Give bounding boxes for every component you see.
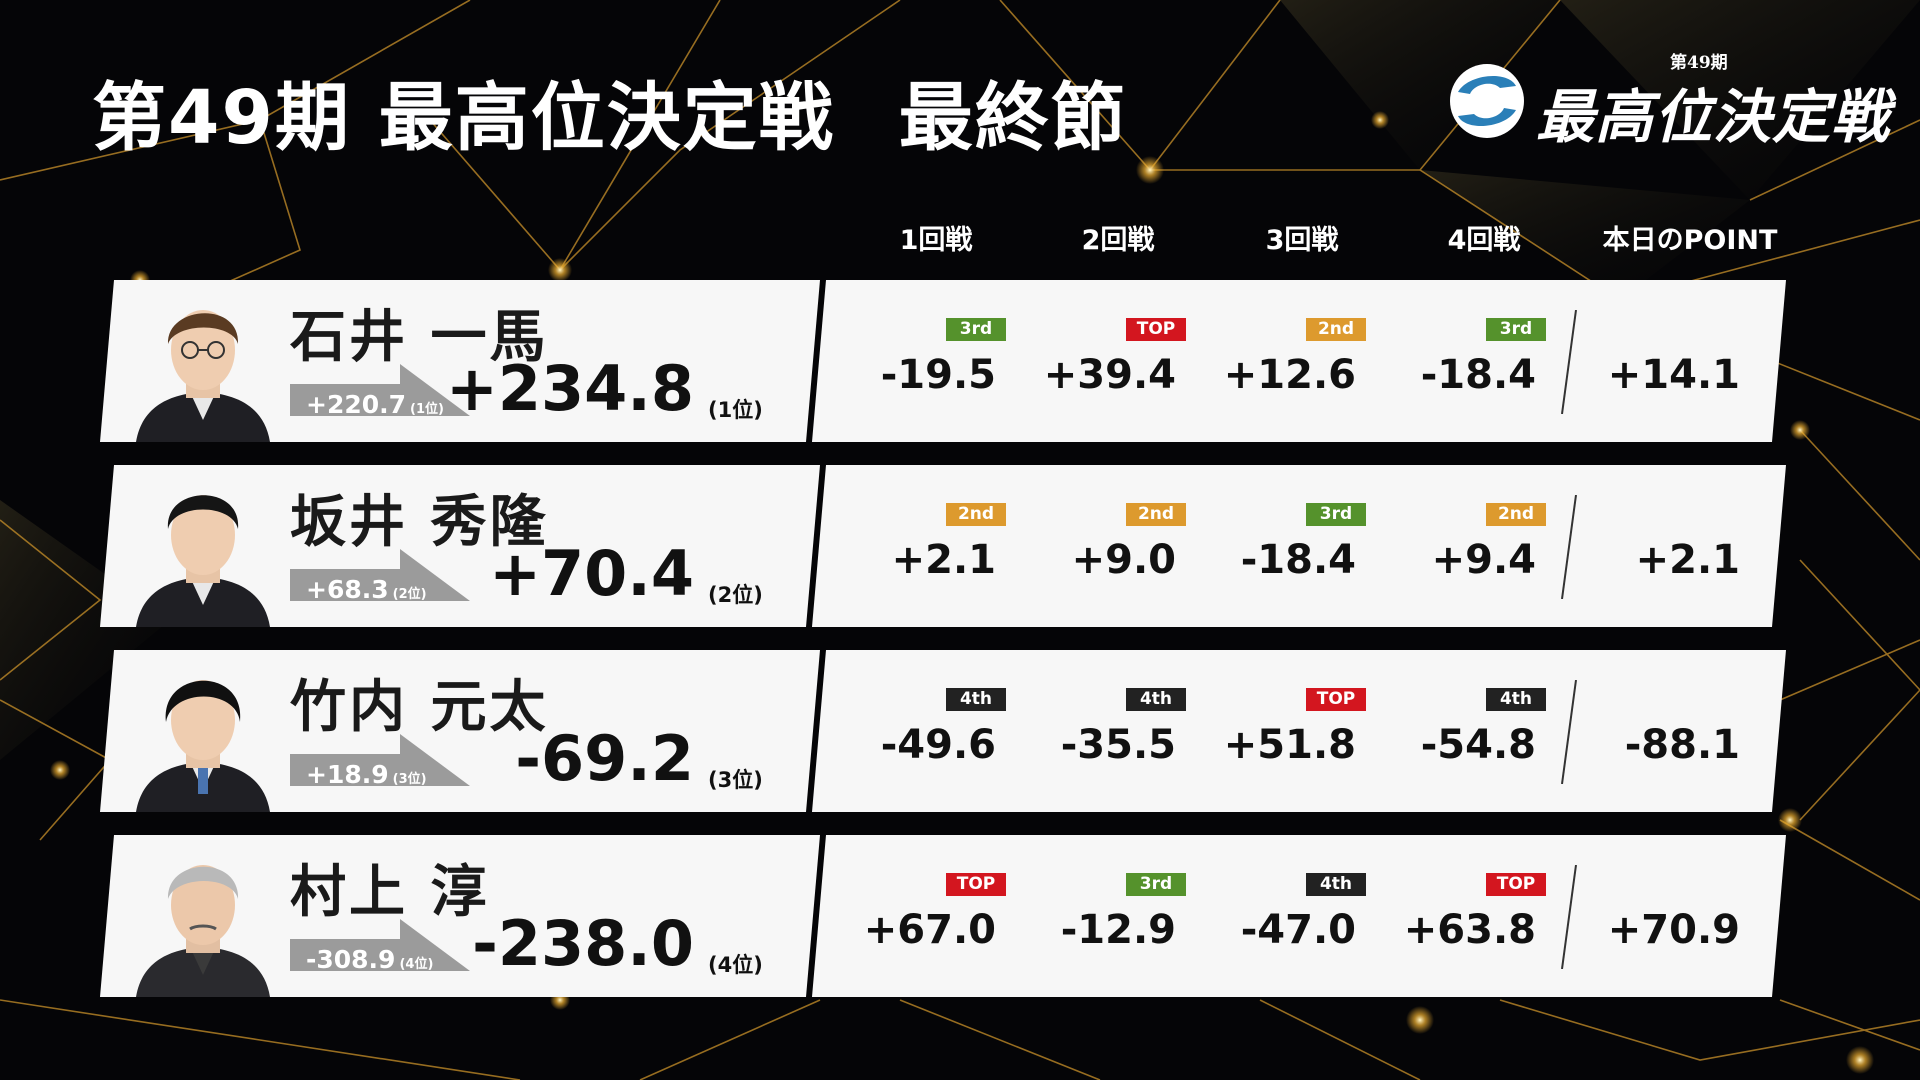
player-name: 竹内 元太 xyxy=(290,675,549,740)
column-divider xyxy=(1561,865,1577,969)
player-name: 坂井 秀隆 xyxy=(290,490,549,555)
game-rank-badge: TOP xyxy=(1486,873,1546,896)
column-header-game-2: 2回戦 xyxy=(1081,225,1155,256)
game-score: +9.0 xyxy=(1071,537,1176,583)
player-photo-icon xyxy=(136,495,270,627)
arrow-tag-icon xyxy=(290,734,470,786)
player-row: 坂井 秀隆 +68.3 (2位) +70.4 (2位) 2nd 2nd 3rd 2… xyxy=(0,465,1920,627)
game-score: -19.5 xyxy=(880,352,996,398)
game-rank-badge: 3rd xyxy=(1126,873,1186,896)
game-score: +39.4 xyxy=(1043,352,1176,398)
day-point: +14.1 xyxy=(1607,352,1740,398)
player-photo-icon xyxy=(136,865,270,997)
game-score: +9.4 xyxy=(1431,537,1536,583)
previous-points-tag: +220.7 (1位) xyxy=(290,364,470,426)
current-rank: (2位) xyxy=(708,583,763,607)
logo-name: 最高位決定戦 xyxy=(1536,83,1891,151)
column-divider xyxy=(1561,310,1577,414)
logo-edition: 第49期 xyxy=(1670,53,1728,73)
previous-points: -308.9 xyxy=(306,945,396,974)
game-rank-badge: 2nd xyxy=(1306,318,1366,341)
game-rank-badge: TOP xyxy=(1126,318,1186,341)
game-rank-badge: TOP xyxy=(946,873,1006,896)
player-name: 石井 一馬 xyxy=(290,305,549,370)
game-rank-badge: 3rd xyxy=(1486,318,1546,341)
player-row: 竹内 元太 +18.9 (3位) -69.2 (3位) 4th 4th TOP 4… xyxy=(0,650,1920,812)
game-score: -49.6 xyxy=(880,722,996,768)
scores-panel xyxy=(812,650,1786,812)
current-rank: (3位) xyxy=(708,768,763,792)
scores-panel xyxy=(812,465,1786,627)
game-rank-badge: 2nd xyxy=(946,503,1006,526)
arrow-tag-icon xyxy=(290,919,470,971)
previous-rank: (3位) xyxy=(392,772,427,787)
previous-points-tag: +68.3 (2位) xyxy=(290,549,470,611)
game-rank-badge: 4th xyxy=(1486,688,1546,711)
game-score: -54.8 xyxy=(1420,722,1536,768)
game-score: -18.4 xyxy=(1420,352,1536,398)
column-header-game-3: 3回戦 xyxy=(1265,225,1339,256)
current-rank: (4位) xyxy=(708,953,763,977)
column-header-game-4: 4回戦 xyxy=(1447,225,1521,256)
title-main: 第49期 最高位決定戦 xyxy=(92,75,835,161)
game-rank-badge: 3rd xyxy=(946,318,1006,341)
total-points: +234.8 xyxy=(445,352,694,425)
game-rank-badge: 3rd xyxy=(1306,503,1366,526)
total-points: -69.2 xyxy=(515,722,694,795)
game-rank-badge: 4th xyxy=(1126,688,1186,711)
total-points: +70.4 xyxy=(489,537,694,610)
logo-mark-icon xyxy=(1450,64,1524,138)
arrow-tag-icon xyxy=(290,364,470,416)
previous-points: +220.7 xyxy=(306,390,407,419)
player-photo-icon xyxy=(136,310,270,442)
previous-points: +68.3 xyxy=(306,575,389,604)
tournament-logo: 第49期 最高位決定戦 xyxy=(1448,48,1889,151)
player-name: 村上 淳 xyxy=(290,860,490,925)
game-score: -12.9 xyxy=(1060,907,1176,953)
current-rank: (1位) xyxy=(708,398,763,422)
game-rank-badge: 4th xyxy=(1306,873,1366,896)
column-divider xyxy=(1561,680,1577,784)
game-rank-badge: 4th xyxy=(946,688,1006,711)
day-point: +70.9 xyxy=(1607,907,1740,953)
title-sub: 最終節 xyxy=(898,75,1127,161)
game-score: +63.8 xyxy=(1403,907,1536,953)
day-point: -88.1 xyxy=(1624,722,1740,768)
column-header-game-1: 1回戦 xyxy=(899,225,973,256)
previous-points: +18.9 xyxy=(306,760,389,789)
game-rank-badge: TOP xyxy=(1306,688,1366,711)
player-row: 石井 一馬 +220.7 (1位) +234.8 (1位) 3rd TOP 2nd… xyxy=(0,280,1920,442)
game-score: +67.0 xyxy=(863,907,996,953)
page-title: 第49期 最高位決定戦 最終節 xyxy=(92,58,1127,165)
day-point: +2.1 xyxy=(1635,537,1740,583)
previous-points-tag: -308.9 (4位) xyxy=(290,919,470,981)
scores-panel xyxy=(812,280,1786,442)
player-photo-icon xyxy=(136,680,270,812)
game-rank-badge: 2nd xyxy=(1126,503,1186,526)
column-header-day-point: 本日のPOINT xyxy=(1602,225,1778,256)
player-row: 村上 淳 -308.9 (4位) -238.0 (4位) TOP 3rd 4th … xyxy=(0,835,1920,997)
scores-panel xyxy=(812,835,1786,997)
game-score: +51.8 xyxy=(1223,722,1356,768)
game-score: +2.1 xyxy=(891,537,996,583)
game-score: -47.0 xyxy=(1240,907,1356,953)
previous-rank: (2位) xyxy=(392,587,427,602)
previous-rank: (1位) xyxy=(410,402,444,417)
game-rank-badge: 2nd xyxy=(1486,503,1546,526)
previous-points-tag: +18.9 (3位) xyxy=(290,734,470,796)
game-score: +12.6 xyxy=(1223,352,1356,398)
total-points: -238.0 xyxy=(472,907,694,980)
column-divider xyxy=(1561,495,1577,599)
game-score: -18.4 xyxy=(1240,537,1356,583)
arrow-tag-icon xyxy=(290,549,470,601)
previous-rank: (4位) xyxy=(399,957,434,972)
game-score: -35.5 xyxy=(1060,722,1176,768)
